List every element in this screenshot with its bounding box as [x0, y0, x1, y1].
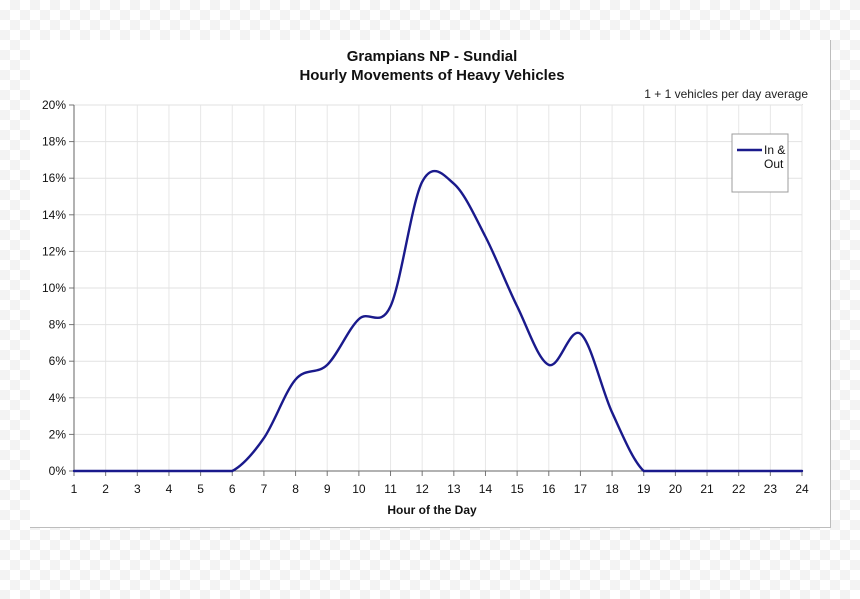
x-axis-tick-label: 5	[197, 482, 204, 496]
x-axis-tick-label: 7	[261, 482, 268, 496]
x-axis-tick-label: 13	[447, 482, 461, 496]
x-axis-tick-label: 6	[229, 482, 236, 496]
tick-labels: 1 2 3 4 5 6 7 8 9 10 11 12 13 14 15 16 17 18 19 20 21 22 23 240…	[42, 98, 809, 496]
series-layer	[72, 169, 804, 473]
x-axis-tick-label: 23	[764, 482, 778, 496]
x-axis-tick-label: 19	[637, 482, 651, 496]
chart-frame: Grampians NP - Sundial Hourly Movements …	[30, 40, 831, 528]
x-axis-tick-label: 17	[574, 482, 588, 496]
x-axis-tick-label: 16	[542, 482, 556, 496]
y-axis-tick-label: 16%	[42, 171, 66, 185]
x-axis-tick-label: 11	[384, 482, 397, 496]
x-axis-tick-label: 4	[166, 482, 173, 496]
x-axis-title: Hour of the Day	[387, 503, 477, 517]
y-axis-tick-label: 12%	[42, 244, 66, 258]
y-axis-tick-label: 6%	[49, 354, 67, 368]
legend-series-name: In & Out	[764, 143, 789, 171]
x-axis-tick-label: 14	[479, 482, 493, 496]
x-axis-tick-label: 18	[605, 482, 619, 496]
x-axis-tick-label: 1	[71, 482, 78, 496]
chart-title: Grampians NP - Sundial	[347, 48, 518, 65]
y-axis-tick-label: 0%	[49, 464, 67, 478]
x-axis-tick-label: 2	[102, 482, 109, 496]
x-axis-tick-label: 9	[324, 482, 331, 496]
legend-box	[731, 133, 789, 193]
x-axis-tick-label: 22	[732, 482, 746, 496]
y-axis-tick-label: 8%	[49, 318, 67, 332]
x-axis-tick-label: 12	[415, 482, 429, 496]
x-axis-tick-label: 8	[292, 482, 299, 496]
y-axis-tick-label: 4%	[49, 391, 67, 405]
y-axis-tick-label: 2%	[49, 427, 67, 441]
x-axis-tick-label: 10	[352, 482, 366, 496]
legend-series-name-line-1: In &	[764, 143, 785, 157]
x-axis-tick-label: 21	[700, 482, 714, 496]
heavy-vehicle-line-chart: Grampians NP - Sundial Hourly Movements …	[42, 48, 809, 517]
y-axis-tick-label: 18%	[42, 135, 66, 149]
x-axis-tick-label: 15	[510, 482, 524, 496]
vehicle-average-note: 1 + 1 vehicles per day average	[644, 87, 808, 101]
y-axis-tick-label: 10%	[42, 281, 66, 295]
x-axis-tick-label: 20	[669, 482, 683, 496]
legend: In & Out	[731, 133, 789, 193]
y-axis-tick-label: 14%	[42, 208, 66, 222]
chart-subtitle: Hourly Movements of Heavy Vehicles	[299, 67, 564, 84]
y-axis-tick-label: 20%	[42, 98, 66, 112]
legend-series-name-line-2: Out	[764, 157, 784, 171]
x-axis-tick-label: 3	[134, 482, 141, 496]
in-and-out-series-line	[72, 169, 804, 473]
x-axis-tick-label: 24	[795, 482, 809, 496]
